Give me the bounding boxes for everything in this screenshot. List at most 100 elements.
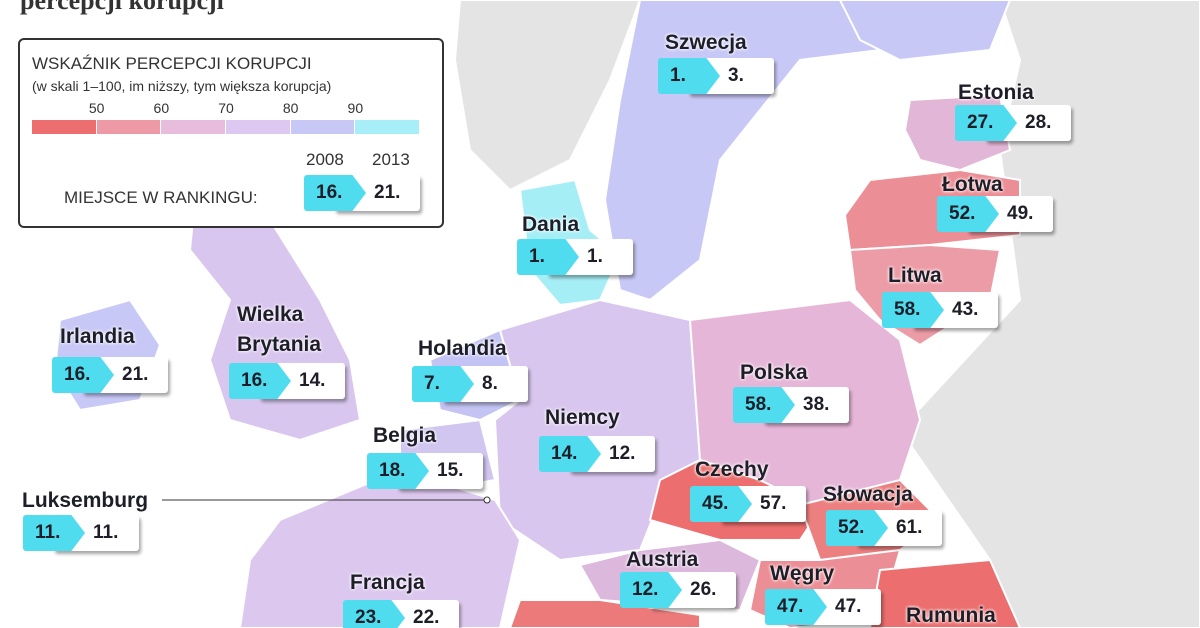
country-name: Austria <box>626 548 699 571</box>
badge-cyan <box>229 363 291 399</box>
country-name: Belgia <box>373 424 437 447</box>
rank-badge: 14. 12. <box>539 436 655 472</box>
rank-badge: 16. 14. <box>229 363 345 399</box>
rank-2013: 61. <box>896 517 923 538</box>
country-name: Francja <box>350 571 425 594</box>
scale-label: 90 <box>347 100 364 116</box>
scale-label: 70 <box>218 100 234 116</box>
rank-badge: 12. 26. <box>620 572 736 608</box>
title: percepcji korupcji <box>20 0 224 15</box>
country-name: Irlandia <box>60 325 135 348</box>
legend-subtitle: (w skali 1–100, im niższy, tym większa k… <box>32 78 332 94</box>
badge-cyan <box>23 515 85 551</box>
legend-title: WSKAŹNIK PERCEPCJI KORUPCJI <box>32 54 312 73</box>
country-name: Polska <box>740 361 808 384</box>
rank-badge: 58. 43. <box>882 292 998 328</box>
badge-cyan <box>826 510 888 546</box>
badge-cyan <box>52 357 114 393</box>
scale-swatch <box>290 120 355 134</box>
badge-cyan <box>343 600 405 628</box>
rank-badge: 58. 38. <box>733 387 849 423</box>
rank-2008: 16. <box>316 182 343 203</box>
rank-2008: 16. <box>64 364 91 385</box>
badge-cyan <box>304 175 366 211</box>
rank-2013: 8. <box>482 373 498 394</box>
scale-swatch <box>32 120 96 134</box>
country-name: Rumunia <box>906 604 996 627</box>
rank-2008: 1. <box>529 246 545 267</box>
rank-badge: 7. 8. <box>412 366 528 402</box>
rank-badge: 1. 1. <box>517 239 633 275</box>
badge-cyan <box>733 387 795 423</box>
country-name: Łotwa <box>942 173 1003 196</box>
year-label: 2013 <box>372 150 410 169</box>
leader-dot <box>483 496 491 504</box>
badge-cyan <box>937 196 999 232</box>
rank-2013: 1. <box>587 246 603 267</box>
badge-cyan <box>690 486 752 522</box>
rank-2008: 23. <box>355 607 382 628</box>
rank-2008: 7. <box>424 373 440 394</box>
badge-cyan <box>765 589 827 625</box>
country-name: Dania <box>522 213 580 236</box>
rank-2013: 21. <box>374 182 401 203</box>
rank-2008: 52. <box>838 517 865 538</box>
rank-badge: 52. 61. <box>826 510 942 546</box>
country-name: Holandia <box>418 337 507 360</box>
country-name: Luksemburg <box>22 489 149 512</box>
rank-2008: 58. <box>745 394 772 415</box>
badge-cyan <box>367 453 429 489</box>
rank-badge: 16. 21. <box>52 357 168 393</box>
rank-2013: 26. <box>690 579 717 600</box>
rank-2013: 21. <box>122 364 149 385</box>
country-name: Szwecja <box>665 31 747 54</box>
legend: WSKAŹNIK PERCEPCJI KORUPCJI (w skali 1–1… <box>18 38 444 228</box>
rank-2013: 57. <box>760 493 787 514</box>
rank-2008: 1. <box>670 65 686 86</box>
badge-cyan <box>412 366 474 402</box>
country-name: Wielka Brytania <box>237 303 322 356</box>
scale-swatch <box>96 120 161 134</box>
rank-badge: 18. 15. <box>367 453 483 489</box>
rank-badge: 27. 28. <box>955 105 1071 141</box>
finland-top <box>838 0 1012 62</box>
rank-2008: 58. <box>894 299 921 320</box>
rank-2008: 16. <box>241 370 268 391</box>
rank-badge: 11. 11. <box>23 515 139 551</box>
badge-cyan <box>658 58 720 94</box>
scale-label: 60 <box>153 100 170 116</box>
rank-2013: 11. <box>93 522 119 543</box>
country-name: Węgry <box>770 562 835 585</box>
country-name: Niemcy <box>545 406 620 429</box>
badge-cyan <box>620 572 682 608</box>
badge-cyan <box>517 239 579 275</box>
badge-cyan <box>955 105 1017 141</box>
scale-swatch <box>355 120 419 134</box>
scale-label: 50 <box>88 100 105 116</box>
rank-2013: 12. <box>609 443 636 464</box>
country-name: Estonia <box>958 81 1034 104</box>
badge-cyan <box>882 292 944 328</box>
country-name: Litwa <box>888 264 942 287</box>
rank-2013: 49. <box>1007 203 1034 224</box>
rank-2013: 38. <box>803 394 830 415</box>
scale-swatch <box>161 120 225 134</box>
rank-2008: 18. <box>379 460 406 481</box>
rank-2013: 43. <box>952 299 979 320</box>
rank-2013: 47. <box>835 596 862 617</box>
year-label: 2008 <box>306 150 344 169</box>
scale-label: 80 <box>282 100 299 116</box>
rank-badge: 52. 49. <box>937 196 1053 232</box>
norway <box>453 0 642 192</box>
rank-badge: 1. 3. <box>658 58 774 94</box>
rank-badge: 45. 57. <box>690 486 806 522</box>
italy-north <box>508 599 701 628</box>
example-badge: 16. 21. <box>304 175 420 211</box>
rank-2008: 12. <box>632 579 659 600</box>
country-name: Czechy <box>695 458 769 481</box>
rank-2008: 11. <box>35 522 61 543</box>
country-name: Słowacja <box>823 483 913 506</box>
rank-badge: 23. 22. <box>343 600 459 628</box>
rank-2013: 3. <box>728 65 744 86</box>
